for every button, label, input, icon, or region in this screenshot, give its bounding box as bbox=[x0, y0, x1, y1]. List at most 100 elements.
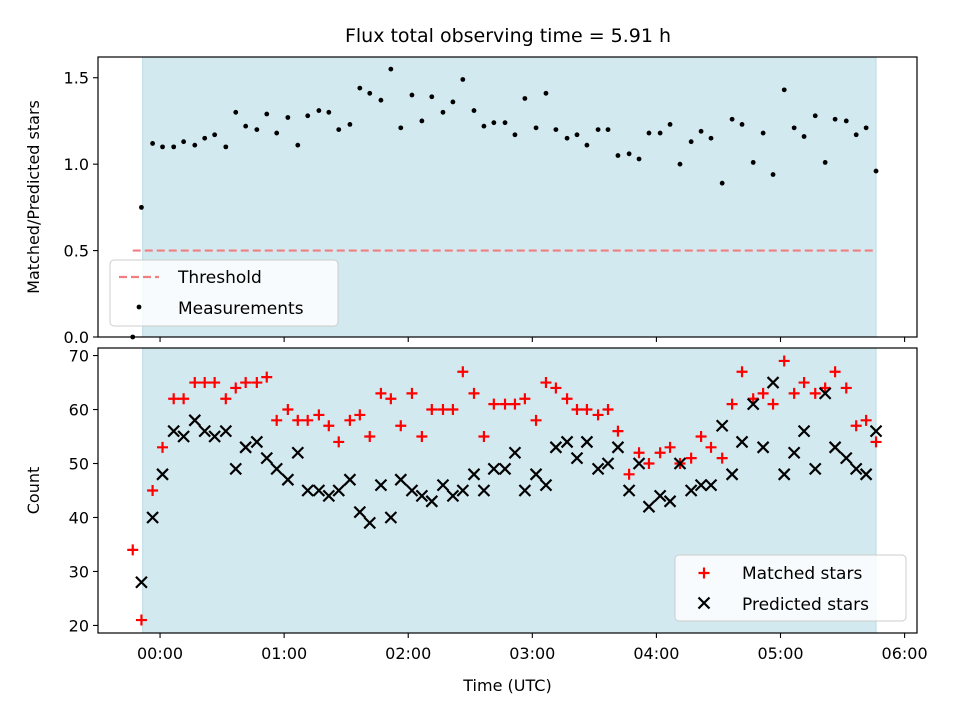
predicted-star-point bbox=[849, 462, 863, 476]
x-tick-label: 01:00 bbox=[261, 644, 307, 663]
predicted-star-point bbox=[436, 478, 450, 492]
matched-star-point bbox=[468, 387, 480, 399]
matched-star-point bbox=[127, 544, 139, 556]
predicted-star-point bbox=[756, 441, 770, 454]
predicted-star-point bbox=[487, 462, 501, 476]
matched-star-point bbox=[623, 468, 635, 480]
predicted-star-point bbox=[405, 484, 419, 497]
predicted-star-point bbox=[281, 473, 295, 486]
measurement-point bbox=[419, 118, 425, 124]
y-tick-label: 20 bbox=[69, 616, 89, 635]
measurement-point bbox=[574, 132, 580, 138]
legend-label: Threshold bbox=[177, 268, 262, 288]
predicted-star-point bbox=[818, 387, 832, 400]
matched-star-point bbox=[426, 404, 438, 416]
matched-star-point bbox=[478, 431, 490, 443]
measurement-point bbox=[274, 130, 280, 136]
predicted-star-point bbox=[343, 473, 357, 486]
matched-star-point bbox=[302, 414, 314, 426]
predicted-star-point bbox=[363, 516, 377, 530]
predicted-star-point bbox=[353, 505, 367, 519]
matched-star-point bbox=[767, 398, 779, 410]
matched-star-point bbox=[509, 398, 521, 410]
legend-label: Predicted stars bbox=[742, 595, 869, 615]
legend-box bbox=[109, 259, 339, 327]
predicted-star-point bbox=[632, 457, 646, 470]
measurement-point bbox=[863, 125, 869, 131]
predicted-star-point bbox=[156, 468, 169, 481]
matched-star-point bbox=[705, 441, 717, 453]
measurement-point bbox=[853, 132, 859, 138]
y-axis-label: Matched/Predicted stars bbox=[24, 100, 43, 294]
measurement-point bbox=[791, 125, 797, 131]
plot-area bbox=[127, 355, 883, 626]
y-tick-label: 1.0 bbox=[64, 155, 89, 174]
measurement-point bbox=[502, 120, 508, 126]
predicted-star-point bbox=[219, 424, 233, 438]
measurement-point bbox=[316, 108, 322, 113]
measurement-point bbox=[708, 135, 714, 141]
matched-star-point bbox=[209, 377, 221, 389]
matched-star-point bbox=[860, 414, 872, 426]
x-tick-label: 05:00 bbox=[757, 644, 803, 663]
measurement-point bbox=[688, 139, 694, 145]
legend-matched-swatch bbox=[698, 567, 710, 579]
measurement-point bbox=[440, 109, 446, 115]
measurement-point bbox=[750, 160, 756, 165]
predicted-star-point bbox=[301, 484, 314, 497]
x-axis-label: Time (UTC) bbox=[462, 676, 551, 695]
y-tick-label: 30 bbox=[69, 562, 89, 581]
predicted-star-point bbox=[694, 478, 708, 492]
measurement-point bbox=[139, 204, 144, 210]
matched-star-point bbox=[168, 393, 180, 405]
measurement-point bbox=[698, 128, 704, 134]
matched-star-point bbox=[354, 409, 366, 421]
matched-star-point bbox=[602, 404, 614, 416]
matched-star-point bbox=[612, 425, 624, 437]
measurement-point bbox=[770, 172, 776, 177]
matched-star-point bbox=[437, 404, 449, 416]
predicted-star-point bbox=[673, 457, 687, 470]
measurement-point bbox=[873, 168, 879, 174]
predicted-star-point bbox=[198, 424, 211, 438]
matched-star-point bbox=[819, 382, 831, 394]
x-tick-label: 03:00 bbox=[509, 644, 555, 663]
predicted-star-point bbox=[766, 376, 780, 389]
measurement-point bbox=[223, 144, 229, 150]
predicted-star-point bbox=[518, 484, 532, 497]
y-tick-label: 70 bbox=[69, 347, 89, 366]
predicted-star-point bbox=[477, 484, 491, 497]
plot-area bbox=[139, 66, 879, 210]
matched-star-point bbox=[230, 382, 242, 394]
matched-star-point bbox=[488, 398, 500, 410]
measurement-point bbox=[615, 153, 621, 158]
measurement-point bbox=[202, 135, 208, 141]
legend-label: Measurements bbox=[178, 299, 304, 319]
measurement-point bbox=[471, 108, 477, 113]
predicted-star-point bbox=[735, 435, 749, 449]
matched-star-point bbox=[457, 366, 469, 378]
matched-star-point bbox=[726, 398, 738, 410]
predicted-star-point bbox=[208, 430, 221, 443]
series-predicted-stars bbox=[135, 376, 883, 589]
predicted-star-point bbox=[135, 575, 148, 589]
matched-star-point bbox=[695, 431, 707, 443]
matched-star-point bbox=[747, 393, 759, 405]
matched-star-point bbox=[416, 431, 428, 443]
matched-star-point bbox=[292, 414, 304, 426]
matched-star-point bbox=[633, 447, 645, 459]
predicted-star-point bbox=[260, 451, 274, 465]
matched-star-point bbox=[798, 377, 810, 389]
predicted-star-point bbox=[374, 478, 388, 492]
matched-star-point bbox=[829, 366, 841, 378]
measurement-point bbox=[512, 132, 518, 138]
predicted-star-point bbox=[425, 495, 439, 508]
measurement-point bbox=[657, 130, 663, 136]
measurement-point bbox=[760, 130, 766, 136]
y-tick-label: 40 bbox=[69, 508, 89, 527]
predicted-star-point bbox=[508, 446, 522, 459]
chart-title: Flux total observing time = 5.91 h bbox=[345, 25, 671, 47]
matched-star-point bbox=[220, 393, 232, 405]
predicted-star-point bbox=[611, 441, 625, 454]
measurement-point bbox=[522, 96, 528, 101]
